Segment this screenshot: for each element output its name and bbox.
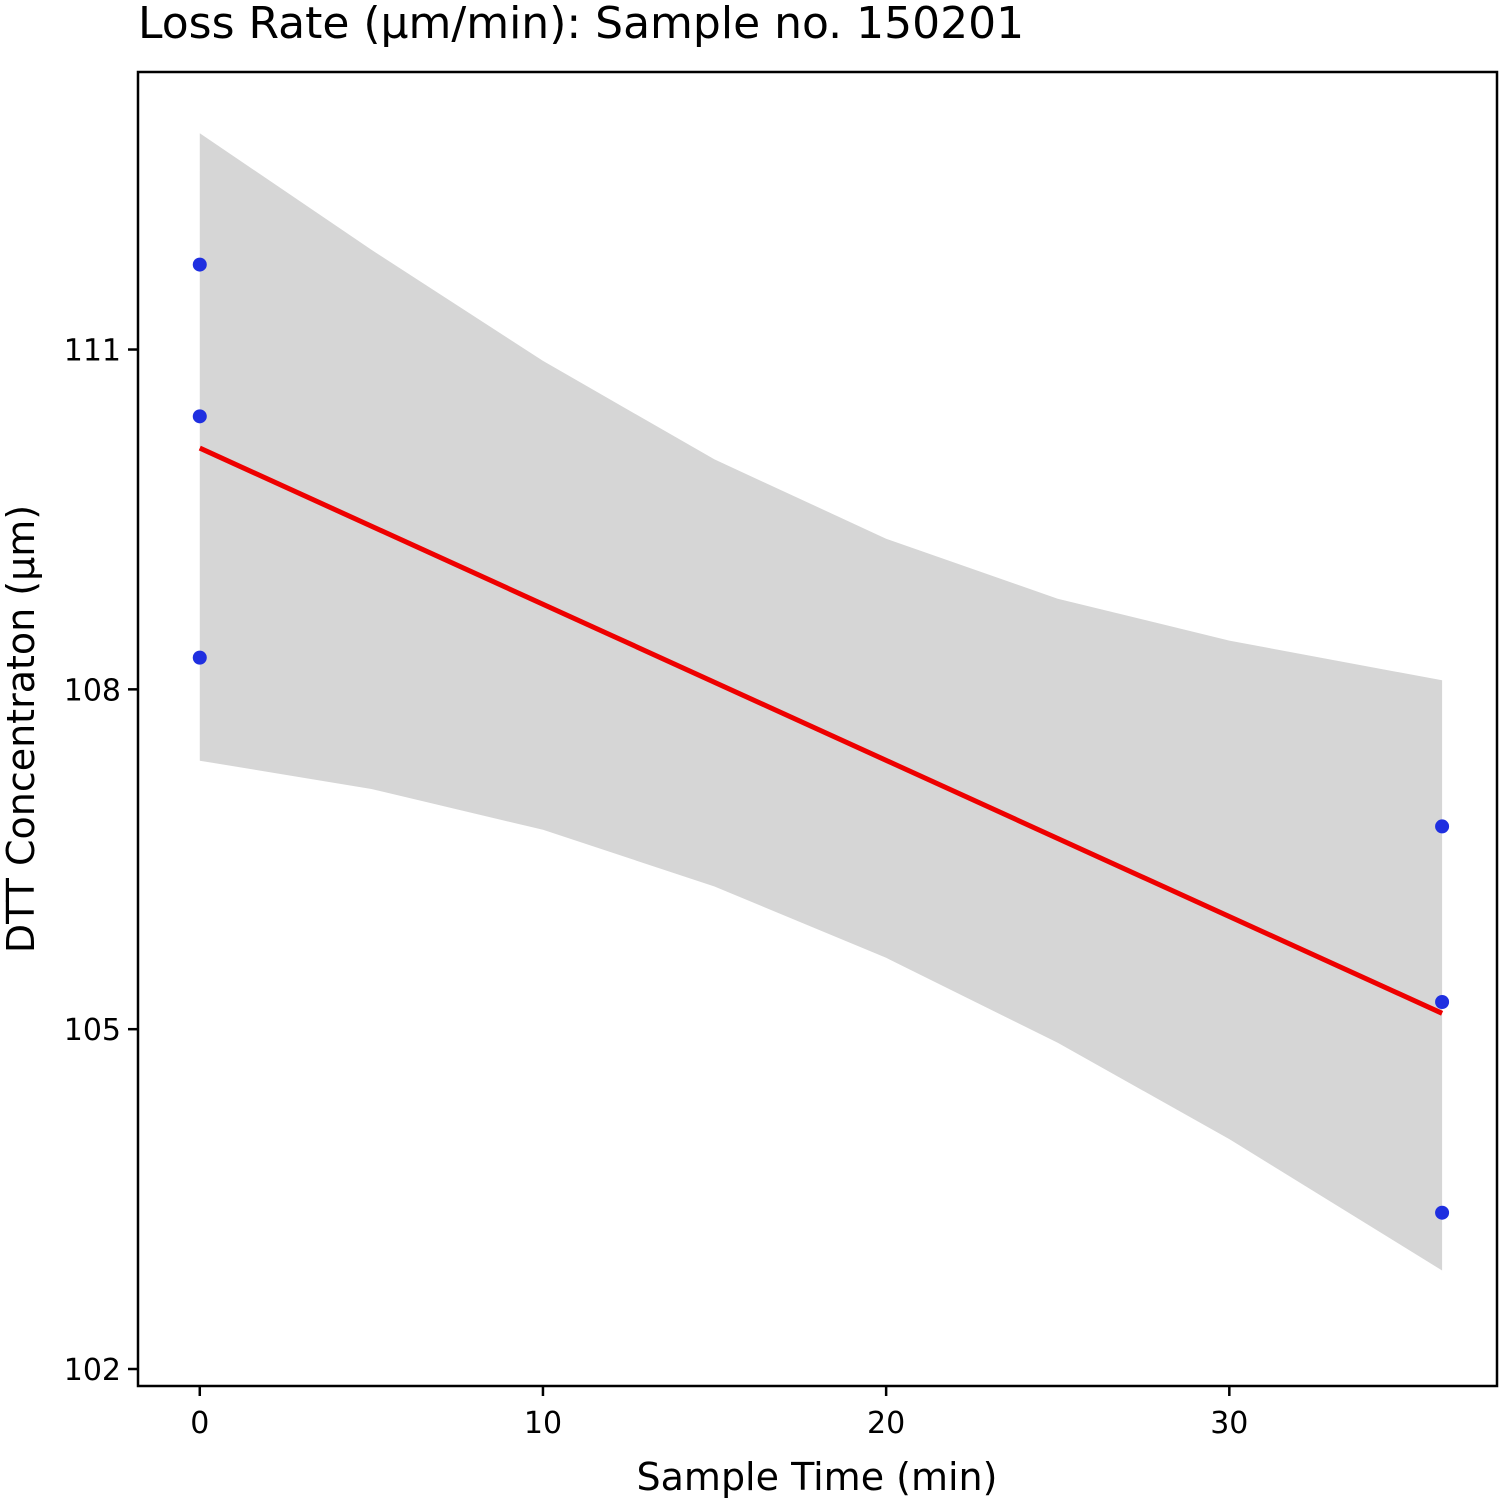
y-tick-label: 111 [64,334,121,369]
x-tick-label: 20 [867,1406,905,1441]
data-point [1435,819,1450,834]
x-tick-label: 0 [190,1406,209,1441]
data-point [192,409,207,424]
plot-area [192,133,1450,1271]
data-point [192,650,207,665]
y-axis-title: DTT Concentraton (µm) [0,505,43,953]
x-tick-label: 30 [1210,1406,1248,1441]
regression-line [198,445,1444,1016]
x-tick-label: 10 [524,1406,562,1441]
data-points [192,257,1450,1220]
data-point [1435,1205,1450,1220]
data-point [1435,994,1450,1009]
plot-frame [136,70,1499,1388]
y-tick-label: 102 [64,1353,121,1388]
y-axis: 102 105 108 111 [64,334,138,1388]
confidence-band [199,133,1443,1271]
x-axis-title: Sample Time (min) [637,1455,998,1499]
data-point [192,257,207,272]
x-axis: 0 10 20 30 [190,1386,1248,1441]
y-tick-label: 108 [64,673,121,708]
chart-title: Loss Rate (µm/min): Sample no. 150201 [138,0,1024,49]
y-tick-label: 105 [64,1013,121,1048]
